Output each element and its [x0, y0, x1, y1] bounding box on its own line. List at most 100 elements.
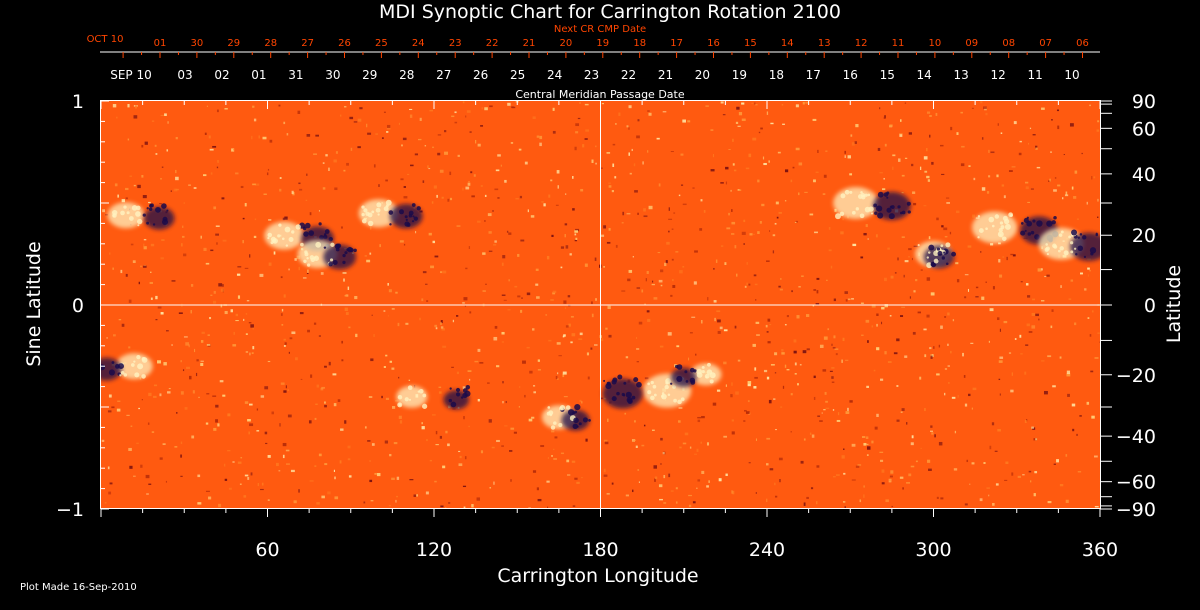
positive-speckle: [667, 393, 671, 397]
field-speckle: [162, 443, 166, 445]
field-speckle: [796, 315, 800, 319]
field-speckle: [778, 211, 782, 214]
left-tick-label: 0: [72, 295, 84, 317]
field-speckle: [594, 257, 597, 261]
field-speckle: [484, 194, 487, 197]
field-speckle: [802, 101, 805, 105]
field-speckle: [437, 134, 442, 136]
field-speckle: [108, 491, 112, 495]
field-speckle: [1019, 334, 1022, 338]
field-speckle: [565, 245, 569, 249]
field-speckle: [988, 175, 991, 178]
field-speckle: [867, 340, 869, 343]
field-speckle: [584, 263, 588, 267]
field-speckle: [465, 267, 468, 270]
field-speckle: [725, 384, 727, 387]
field-speckle: [343, 169, 346, 172]
field-speckle: [286, 133, 289, 136]
field-speckle: [766, 260, 770, 262]
cmp-date-label: 20: [695, 68, 710, 82]
negative-speckle: [901, 210, 906, 215]
field-speckle: [267, 168, 270, 171]
active-region: [915, 241, 957, 269]
field-speckle: [854, 141, 857, 144]
field-speckle: [348, 326, 351, 329]
field-speckle: [120, 269, 123, 274]
field-speckle: [1024, 419, 1027, 423]
field-speckle: [1041, 107, 1045, 110]
field-speckle: [707, 297, 709, 301]
field-speckle: [665, 260, 668, 264]
positive-speckle: [917, 244, 920, 247]
field-speckle: [1093, 455, 1098, 458]
field-speckle: [608, 228, 611, 231]
positive-speckle: [851, 210, 856, 215]
field-speckle: [1035, 147, 1038, 150]
field-speckle: [175, 188, 179, 191]
field-speckle: [208, 135, 211, 139]
field-speckle: [781, 349, 784, 352]
field-speckle: [913, 202, 917, 206]
field-speckle: [252, 183, 256, 186]
field-speckle: [1025, 283, 1029, 286]
field-speckle: [209, 316, 212, 320]
field-speckle: [395, 499, 397, 503]
field-speckle: [161, 239, 165, 241]
field-speckle: [861, 436, 866, 438]
field-speckle: [812, 304, 815, 307]
positive-speckle: [291, 230, 295, 234]
field-speckle: [403, 243, 406, 246]
field-speckle: [964, 296, 967, 299]
field-speckle: [325, 154, 328, 157]
positive-speckle: [991, 224, 995, 228]
field-speckle: [252, 346, 255, 350]
field-speckle: [505, 400, 507, 404]
field-speckle: [855, 124, 859, 128]
next-cr-labels: 01 30 29 28 27 26 25 24 23 22 21 20 19 18 17 16 15 14 13 12…: [154, 38, 1089, 49]
field-speckle: [883, 116, 886, 119]
field-speckle: [378, 184, 380, 187]
cmp-date-label: 16: [843, 68, 858, 82]
field-speckle: [682, 442, 687, 445]
field-speckle: [477, 348, 481, 352]
field-speckle: [768, 160, 770, 163]
field-speckle: [528, 418, 533, 422]
field-speckle: [903, 274, 905, 278]
x-tick-label: 120: [416, 539, 452, 561]
field-speckle: [433, 185, 437, 189]
field-speckle: [636, 287, 641, 289]
field-speckle: [696, 487, 698, 489]
field-speckle: [926, 277, 931, 281]
field-speckle: [217, 160, 219, 163]
field-speckle: [574, 146, 577, 151]
positive-speckle: [1010, 214, 1013, 217]
field-speckle: [651, 429, 655, 431]
field-speckle: [851, 142, 855, 146]
field-speckle: [689, 446, 692, 449]
field-speckle: [670, 490, 674, 492]
field-speckle: [298, 266, 300, 271]
field-speckle: [470, 171, 473, 174]
field-speckle: [309, 212, 312, 216]
cmp-date-label: 25: [510, 68, 525, 82]
field-speckle: [910, 465, 915, 468]
field-speckle: [668, 230, 670, 233]
field-speckle: [333, 159, 337, 163]
positive-speckle: [407, 385, 413, 391]
positive-speckle: [661, 394, 664, 398]
field-speckle: [680, 184, 684, 186]
field-speckle: [731, 221, 736, 225]
field-speckle: [249, 423, 254, 427]
field-speckle: [556, 342, 561, 345]
field-speckle: [955, 262, 959, 265]
field-speckle: [206, 393, 210, 395]
field-speckle: [196, 359, 199, 362]
field-speckle: [880, 459, 884, 462]
field-speckle: [754, 283, 758, 286]
field-speckle: [624, 412, 627, 415]
field-speckle: [689, 332, 693, 334]
negative-speckle: [1046, 220, 1053, 227]
field-speckle: [926, 175, 930, 179]
field-speckle: [688, 357, 690, 361]
next-cr-axis-label: Next CR CMP Date: [554, 24, 646, 35]
